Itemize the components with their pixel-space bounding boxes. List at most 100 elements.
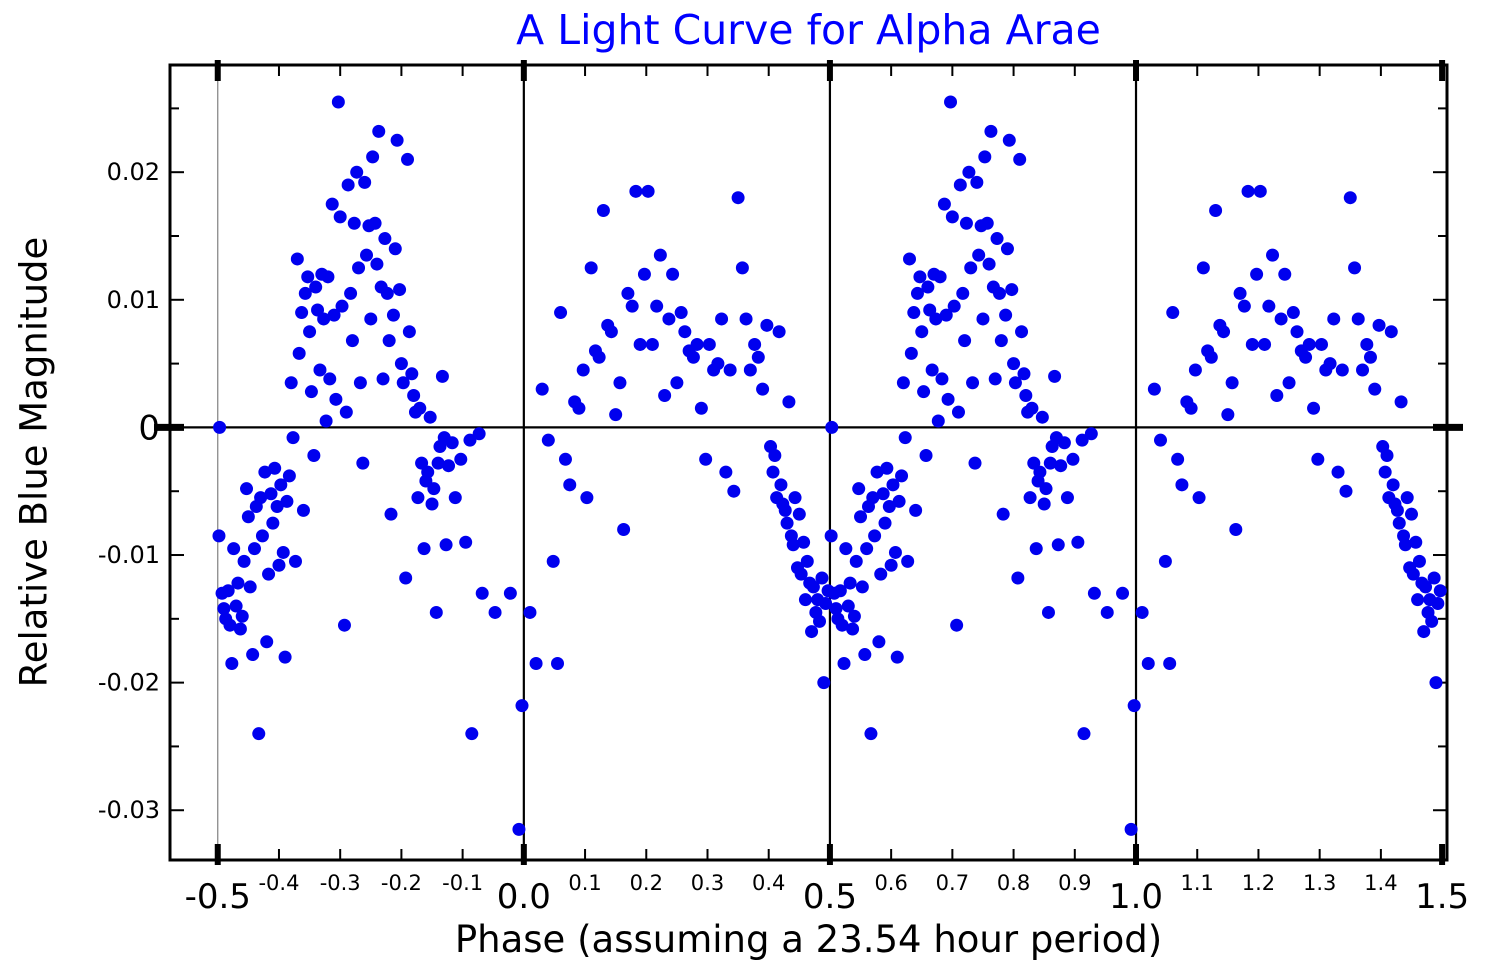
data-point — [1368, 382, 1382, 396]
data-point — [1278, 267, 1292, 281]
data-point — [964, 261, 978, 275]
data-point — [515, 699, 529, 713]
x-minor-tick-label: 0.2 — [630, 871, 663, 895]
data-point — [212, 529, 226, 543]
data-point — [1005, 283, 1019, 297]
plot-frame — [168, 63, 1449, 862]
x-minor-tick-label: 0.1 — [568, 871, 601, 895]
data-point — [743, 363, 757, 377]
data-point — [1253, 184, 1267, 198]
data-point — [292, 346, 306, 360]
data-point — [768, 448, 782, 462]
data-point — [604, 325, 618, 339]
data-point — [662, 312, 676, 326]
data-point — [435, 369, 449, 383]
data-point — [939, 308, 953, 322]
x-minor-tick-label: 0.6 — [874, 871, 907, 895]
data-point — [917, 385, 931, 399]
data-point — [829, 602, 843, 616]
data-point — [535, 382, 549, 396]
data-point — [794, 567, 808, 581]
data-point — [1204, 350, 1218, 364]
data-point — [1419, 580, 1433, 594]
chart-title: A Light Curve for Alpha Arae — [516, 6, 1101, 54]
data-point — [858, 648, 872, 662]
data-point — [1299, 350, 1313, 364]
data-point — [876, 487, 890, 501]
data-point — [596, 203, 610, 217]
data-point — [258, 465, 272, 479]
data-point — [303, 325, 317, 339]
data-point — [380, 286, 394, 300]
data-point — [378, 232, 392, 246]
data-point — [459, 535, 473, 549]
data-point — [819, 597, 833, 611]
data-point — [653, 248, 667, 262]
data-point — [658, 389, 672, 403]
data-point — [1225, 376, 1239, 390]
data-point — [950, 618, 964, 632]
data-point — [835, 618, 849, 632]
data-point — [617, 522, 631, 536]
data-point — [345, 334, 359, 348]
data-point — [1124, 822, 1138, 836]
data-point — [855, 580, 869, 594]
data-point — [1011, 571, 1025, 585]
data-point — [645, 337, 659, 351]
data-point — [1398, 538, 1412, 552]
data-point — [1077, 727, 1091, 741]
data-point — [868, 529, 882, 543]
data-point — [925, 363, 939, 377]
data-point — [551, 656, 565, 670]
data-point — [523, 605, 537, 619]
y-tick-label: -0.01 — [98, 541, 160, 569]
data-point — [896, 376, 910, 390]
data-point — [797, 535, 811, 549]
data-point — [1360, 337, 1374, 351]
data-point — [1307, 401, 1321, 415]
data-point — [1363, 350, 1377, 364]
data-point — [1392, 516, 1406, 530]
data-point — [388, 242, 402, 256]
data-point — [272, 558, 286, 572]
data-point — [817, 676, 831, 690]
data-point — [792, 507, 806, 521]
data-point — [1229, 522, 1243, 536]
data-point — [951, 405, 965, 419]
data-point — [990, 232, 1004, 246]
data-point — [1315, 337, 1329, 351]
data-point — [290, 252, 304, 266]
data-point — [872, 635, 886, 649]
data-point — [1372, 318, 1386, 332]
data-point — [1060, 491, 1074, 505]
data-point — [1378, 465, 1392, 479]
data-point — [423, 410, 437, 424]
data-point — [1066, 452, 1080, 466]
data-point — [1141, 656, 1155, 670]
data-point — [260, 635, 274, 649]
data-point — [309, 280, 323, 294]
data-point — [337, 618, 351, 632]
data-point — [778, 503, 792, 517]
data-point — [592, 350, 606, 364]
data-point — [1057, 436, 1071, 450]
y-tick-label: -0.03 — [98, 796, 160, 824]
data-point — [563, 478, 577, 492]
data-point — [1171, 452, 1185, 466]
data-point — [1327, 312, 1341, 326]
data-point — [1335, 363, 1349, 377]
data-point — [488, 605, 502, 619]
data-point — [825, 420, 839, 434]
data-point — [229, 599, 243, 613]
data-point — [321, 270, 335, 284]
x-minor-tick-label: -0.3 — [320, 871, 361, 895]
data-point — [512, 822, 526, 836]
data-point — [843, 576, 857, 590]
data-point — [1166, 306, 1180, 320]
data-point — [1087, 586, 1101, 600]
data-point — [915, 325, 929, 339]
data-point — [933, 270, 947, 284]
data-point — [401, 152, 415, 166]
data-point — [529, 656, 543, 670]
